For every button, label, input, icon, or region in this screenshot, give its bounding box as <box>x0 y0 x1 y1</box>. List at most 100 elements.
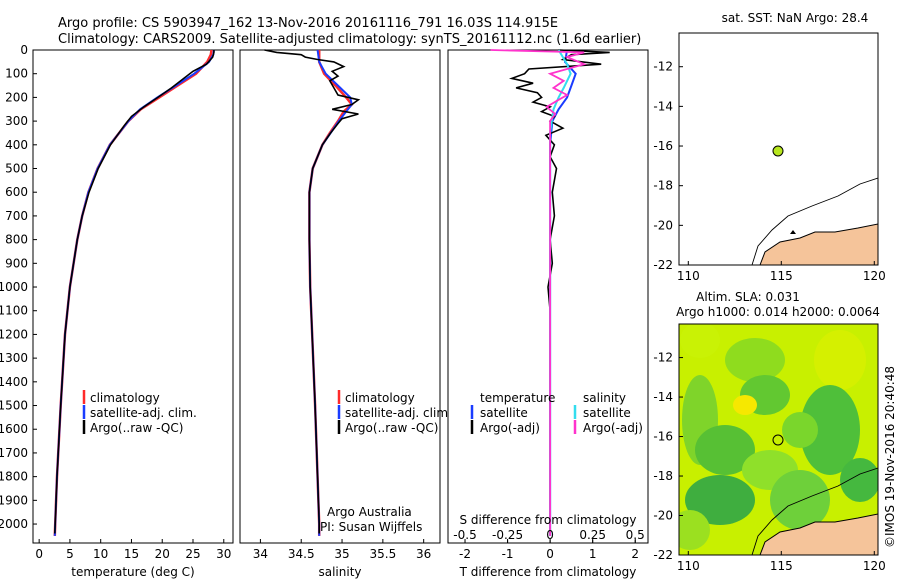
legend-label-t-argo: Argo(-adj) <box>480 421 540 435</box>
x-tick-label: 2 <box>631 547 639 561</box>
temperature-legend: climatology satellite-adj. clim. Argo(..… <box>82 390 197 435</box>
figure-title-line1: Argo profile: CS 5903947_162 13-Nov-2016… <box>58 16 558 31</box>
y-tick-label: 0 <box>20 43 28 57</box>
difference-panel: -2 -1 0 1 2 temperature satellite Argo(-adj)… <box>447 49 649 579</box>
y-tick-label: 100 <box>5 67 28 81</box>
sla-map-shelf-contour <box>751 467 878 555</box>
credit-line-2: PI: Susan Wijffels <box>320 520 422 534</box>
sla-map-title-line1: Altim. SLA: 0.031 <box>696 290 800 304</box>
sla-cell <box>685 475 755 525</box>
map-x-tick-label: 110 <box>677 559 700 573</box>
sst-map-shelf-contour <box>751 177 878 265</box>
x-tick-label: 1 <box>589 547 597 561</box>
y-tick-label: 1800 <box>0 470 28 484</box>
s-tick-label: -0.25 <box>492 528 523 542</box>
map-x-tick-label: 115 <box>770 559 793 573</box>
x-tick-label: 30 <box>216 547 231 561</box>
y-tick-label: 1300 <box>0 351 28 365</box>
legend-title-temperature: temperature <box>480 391 555 405</box>
legend-label-s-satellite: satellite <box>583 406 631 420</box>
salinity-lines <box>264 49 361 536</box>
y-tick-label: 2000 <box>0 517 28 531</box>
sla-cell <box>680 324 720 358</box>
y-tick-label: 1600 <box>0 422 28 436</box>
legend-label-argo: Argo(..raw -QC) <box>345 421 438 435</box>
s-tick-label: 0.5 <box>626 528 645 542</box>
y-tick-label: 1400 <box>0 375 28 389</box>
salinity-series-argo-raw-qc- <box>264 49 361 534</box>
sla-cell <box>733 395 757 415</box>
sst-map-island <box>790 230 796 234</box>
s-difference-label: S difference from climatology <box>460 513 637 527</box>
x-tick-label: 34.5 <box>288 547 315 561</box>
sla-map-ticks: 110 115 120 -12 -14 -16 -18 -20 -22 <box>653 351 885 573</box>
y-tick-label: 1200 <box>0 327 28 341</box>
salinity-legend: climatology satellite-adj. clim. Argo(..… <box>337 390 452 435</box>
x-tick-label: 0 <box>35 547 43 561</box>
sla-map-panel: Altim. SLA: 0.031 Argo h1000: 0.014 h200… <box>653 290 885 573</box>
difference-axes-frame <box>447 49 649 544</box>
y-tick-label: 600 <box>5 185 28 199</box>
x-tick-label: 20 <box>155 547 170 561</box>
y-tick-label: 1100 <box>0 304 28 318</box>
temperature-x-ticks: 0 5 10 15 20 25 30 <box>35 539 231 561</box>
y-tick-label: 1700 <box>0 446 28 460</box>
x-tick-label: 5 <box>66 547 74 561</box>
sst-map-title: sat. SST: NaN Argo: 28.4 <box>722 11 869 25</box>
map-y-tick-label: -22 <box>653 258 673 272</box>
difference-lines <box>490 49 610 536</box>
sst-argo-marker <box>772 145 784 157</box>
imos-timestamp: ©IMOS 19-Nov-2016 20:40:48 <box>883 366 897 548</box>
map-y-tick-label: -16 <box>653 139 673 153</box>
sla-cell <box>840 458 878 502</box>
legend-label-satellite: satellite-adj. clim. <box>90 406 197 420</box>
salinity-axes-frame <box>239 49 441 544</box>
legend-label-t-satellite: satellite <box>480 406 528 420</box>
salinity-x-label: salinity <box>318 565 361 579</box>
s-tick-label: 0.25 <box>579 528 606 542</box>
y-tick-label: 500 <box>5 162 28 176</box>
temperature-y-ticks: 0 100 200 300 400 500 600 700 800 900 1000 1100 1200… <box>0 43 37 531</box>
legend-title-salinity: salinity <box>583 391 626 405</box>
sla-cell <box>725 338 785 382</box>
salinity-x-ticks: 34 34.5 35 35.5 36 <box>253 539 431 561</box>
sla-cell <box>679 510 710 550</box>
sla-cell <box>770 470 830 530</box>
s-tick-label: 0 <box>546 528 554 542</box>
map-y-tick-label: -20 <box>653 218 673 232</box>
map-x-tick-label: 110 <box>677 269 700 283</box>
salinity-panel: 34 34.5 35 35.5 36 climatology satellite-adj… <box>239 49 452 579</box>
y-tick-label: 900 <box>5 256 28 270</box>
map-y-tick-label: -16 <box>653 430 673 444</box>
map-y-tick-label: -12 <box>653 60 673 74</box>
sst-map-frame <box>678 32 879 266</box>
temperature-x-label: temperature (deg C) <box>71 565 194 579</box>
s-difference-ticks: -0.5 -0.25 0 0.25 0.5 <box>453 528 645 543</box>
legend-label-climatology: climatology <box>345 391 415 405</box>
t-difference-label: T difference from climatology <box>459 565 637 579</box>
sla-cell <box>782 412 818 448</box>
map-y-tick-label: -18 <box>653 179 673 193</box>
sla-map-title-line2: Argo h1000: 0.014 h2000: 0.0064 <box>676 305 880 319</box>
x-tick-label: 34 <box>253 547 268 561</box>
map-y-tick-label: -20 <box>653 509 673 523</box>
figure-title-line2: Climatology: CARS2009. Satellite-adjuste… <box>58 32 641 47</box>
temperature-axes-frame <box>32 49 234 544</box>
sst-map-land <box>759 223 878 265</box>
legend-label-satellite: satellite-adj. clim. <box>345 406 452 420</box>
sst-map-ticks: 110 115 120 -12 -14 -16 -18 -20 -22 <box>653 60 885 283</box>
y-tick-label: 800 <box>5 233 28 247</box>
map-y-tick-label: -12 <box>653 351 673 365</box>
map-y-tick-label: -14 <box>653 390 673 404</box>
y-tick-label: 1000 <box>0 280 28 294</box>
y-tick-label: 400 <box>5 138 28 152</box>
y-tick-label: 1500 <box>0 399 28 413</box>
sla-cell <box>814 330 866 390</box>
map-x-tick-label: 115 <box>770 269 793 283</box>
y-tick-label: 300 <box>5 114 28 128</box>
x-tick-label: 35 <box>334 547 349 561</box>
map-y-tick-label: -14 <box>653 99 673 113</box>
sst-map-panel: sat. SST: NaN Argo: 28.4 110 115 120 -12 -14… <box>653 11 885 283</box>
sla-map-frame <box>678 323 879 556</box>
x-tick-label: -2 <box>459 547 471 561</box>
